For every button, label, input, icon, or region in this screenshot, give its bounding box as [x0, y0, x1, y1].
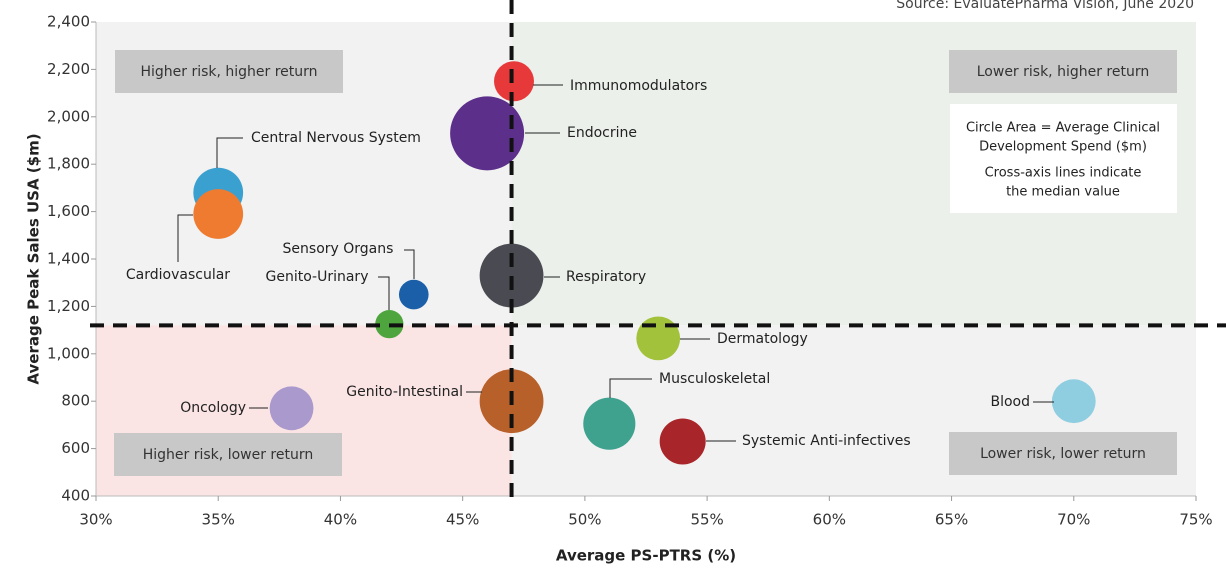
leader-line	[609, 378, 652, 398]
x-tick-label: 50%	[568, 511, 601, 529]
bubble-label: Genito-Urinary	[266, 269, 369, 285]
quadrant-label: Higher risk, higher return	[140, 64, 317, 80]
note-line: the median value	[1006, 185, 1120, 200]
bubble	[1051, 379, 1096, 424]
y-tick-label: 600	[61, 439, 90, 457]
bubble	[583, 397, 636, 450]
source: Source: EvaluatePharma Vision, June 2020	[896, 0, 1194, 12]
quadrant-box	[115, 50, 343, 93]
note-line: Cross-axis lines indicate	[985, 166, 1142, 181]
x-tick-label: 60%	[813, 511, 846, 529]
y-tick-label: 400	[61, 487, 90, 505]
bubble	[193, 189, 244, 239]
bubble-label: Genito-Intestinal	[346, 384, 463, 400]
x-tick-label: 45%	[446, 511, 479, 529]
x-tick-label: 40%	[324, 511, 357, 529]
x-tick-label: 30%	[79, 511, 112, 529]
y-tick-label: 1,600	[47, 202, 90, 220]
note-line: Circle Area = Average Clinical	[966, 121, 1160, 136]
bubble	[450, 96, 525, 171]
quadrant-box	[949, 432, 1177, 475]
quadrant-label: Higher risk, lower return	[143, 447, 313, 463]
x-tick-label: 35%	[202, 511, 235, 529]
x-tick-label: 75%	[1179, 511, 1212, 529]
bubble-label: Blood	[990, 394, 1030, 410]
quadrant-box	[114, 433, 342, 476]
bubble	[494, 61, 534, 102]
bubble-label: Immunomodulators	[570, 78, 707, 94]
x-tick-label: 55%	[690, 511, 723, 529]
quadrant-label: Lower risk, higher return	[977, 64, 1149, 80]
note-line: Development Spend ($m)	[979, 140, 1147, 155]
y-tick-label: 2,200	[47, 60, 90, 78]
note-box	[950, 104, 1177, 213]
bubble-label: Dermatology	[717, 331, 808, 347]
leader-line	[378, 276, 390, 310]
quadrant-box	[949, 50, 1177, 93]
bubble-label: Musculoskeletal	[659, 371, 770, 387]
leader-line	[404, 249, 415, 279]
bubble	[269, 386, 314, 431]
bubble	[398, 279, 429, 310]
y-tick-label: 1,400	[47, 250, 90, 268]
x-tick-label: 70%	[1057, 511, 1090, 529]
y-tick-label: 2,000	[47, 107, 90, 125]
bubble-label: Oncology	[180, 400, 246, 416]
y-tick-label: 2,400	[47, 13, 90, 31]
bubble-label: Sensory Organs	[283, 241, 394, 257]
bubble-label: Cardiovascular	[126, 267, 230, 283]
y-tick-label: 1,800	[47, 155, 90, 173]
y-tick-label: 800	[61, 392, 90, 410]
leader-line	[216, 137, 243, 168]
bubble	[479, 243, 544, 308]
x-axis-title: Average PS-PTRS (%)	[556, 547, 736, 565]
bubble	[636, 316, 681, 361]
bubble-label: Endocrine	[567, 125, 637, 141]
y-axis-title: Average Peak Sales USA ($m)	[25, 133, 43, 384]
bubble-label: Respiratory	[566, 269, 646, 285]
bubble	[659, 418, 706, 465]
leader-line	[177, 214, 193, 262]
quadrant-label: Lower risk, lower return	[980, 446, 1146, 462]
bubble-label: Central Nervous System	[251, 130, 421, 146]
x-tick-label: 65%	[935, 511, 968, 529]
bubble-label: Systemic Anti-infectives	[742, 433, 911, 449]
y-tick-label: 1,000	[47, 344, 90, 362]
y-tick-label: 1,200	[47, 297, 90, 315]
